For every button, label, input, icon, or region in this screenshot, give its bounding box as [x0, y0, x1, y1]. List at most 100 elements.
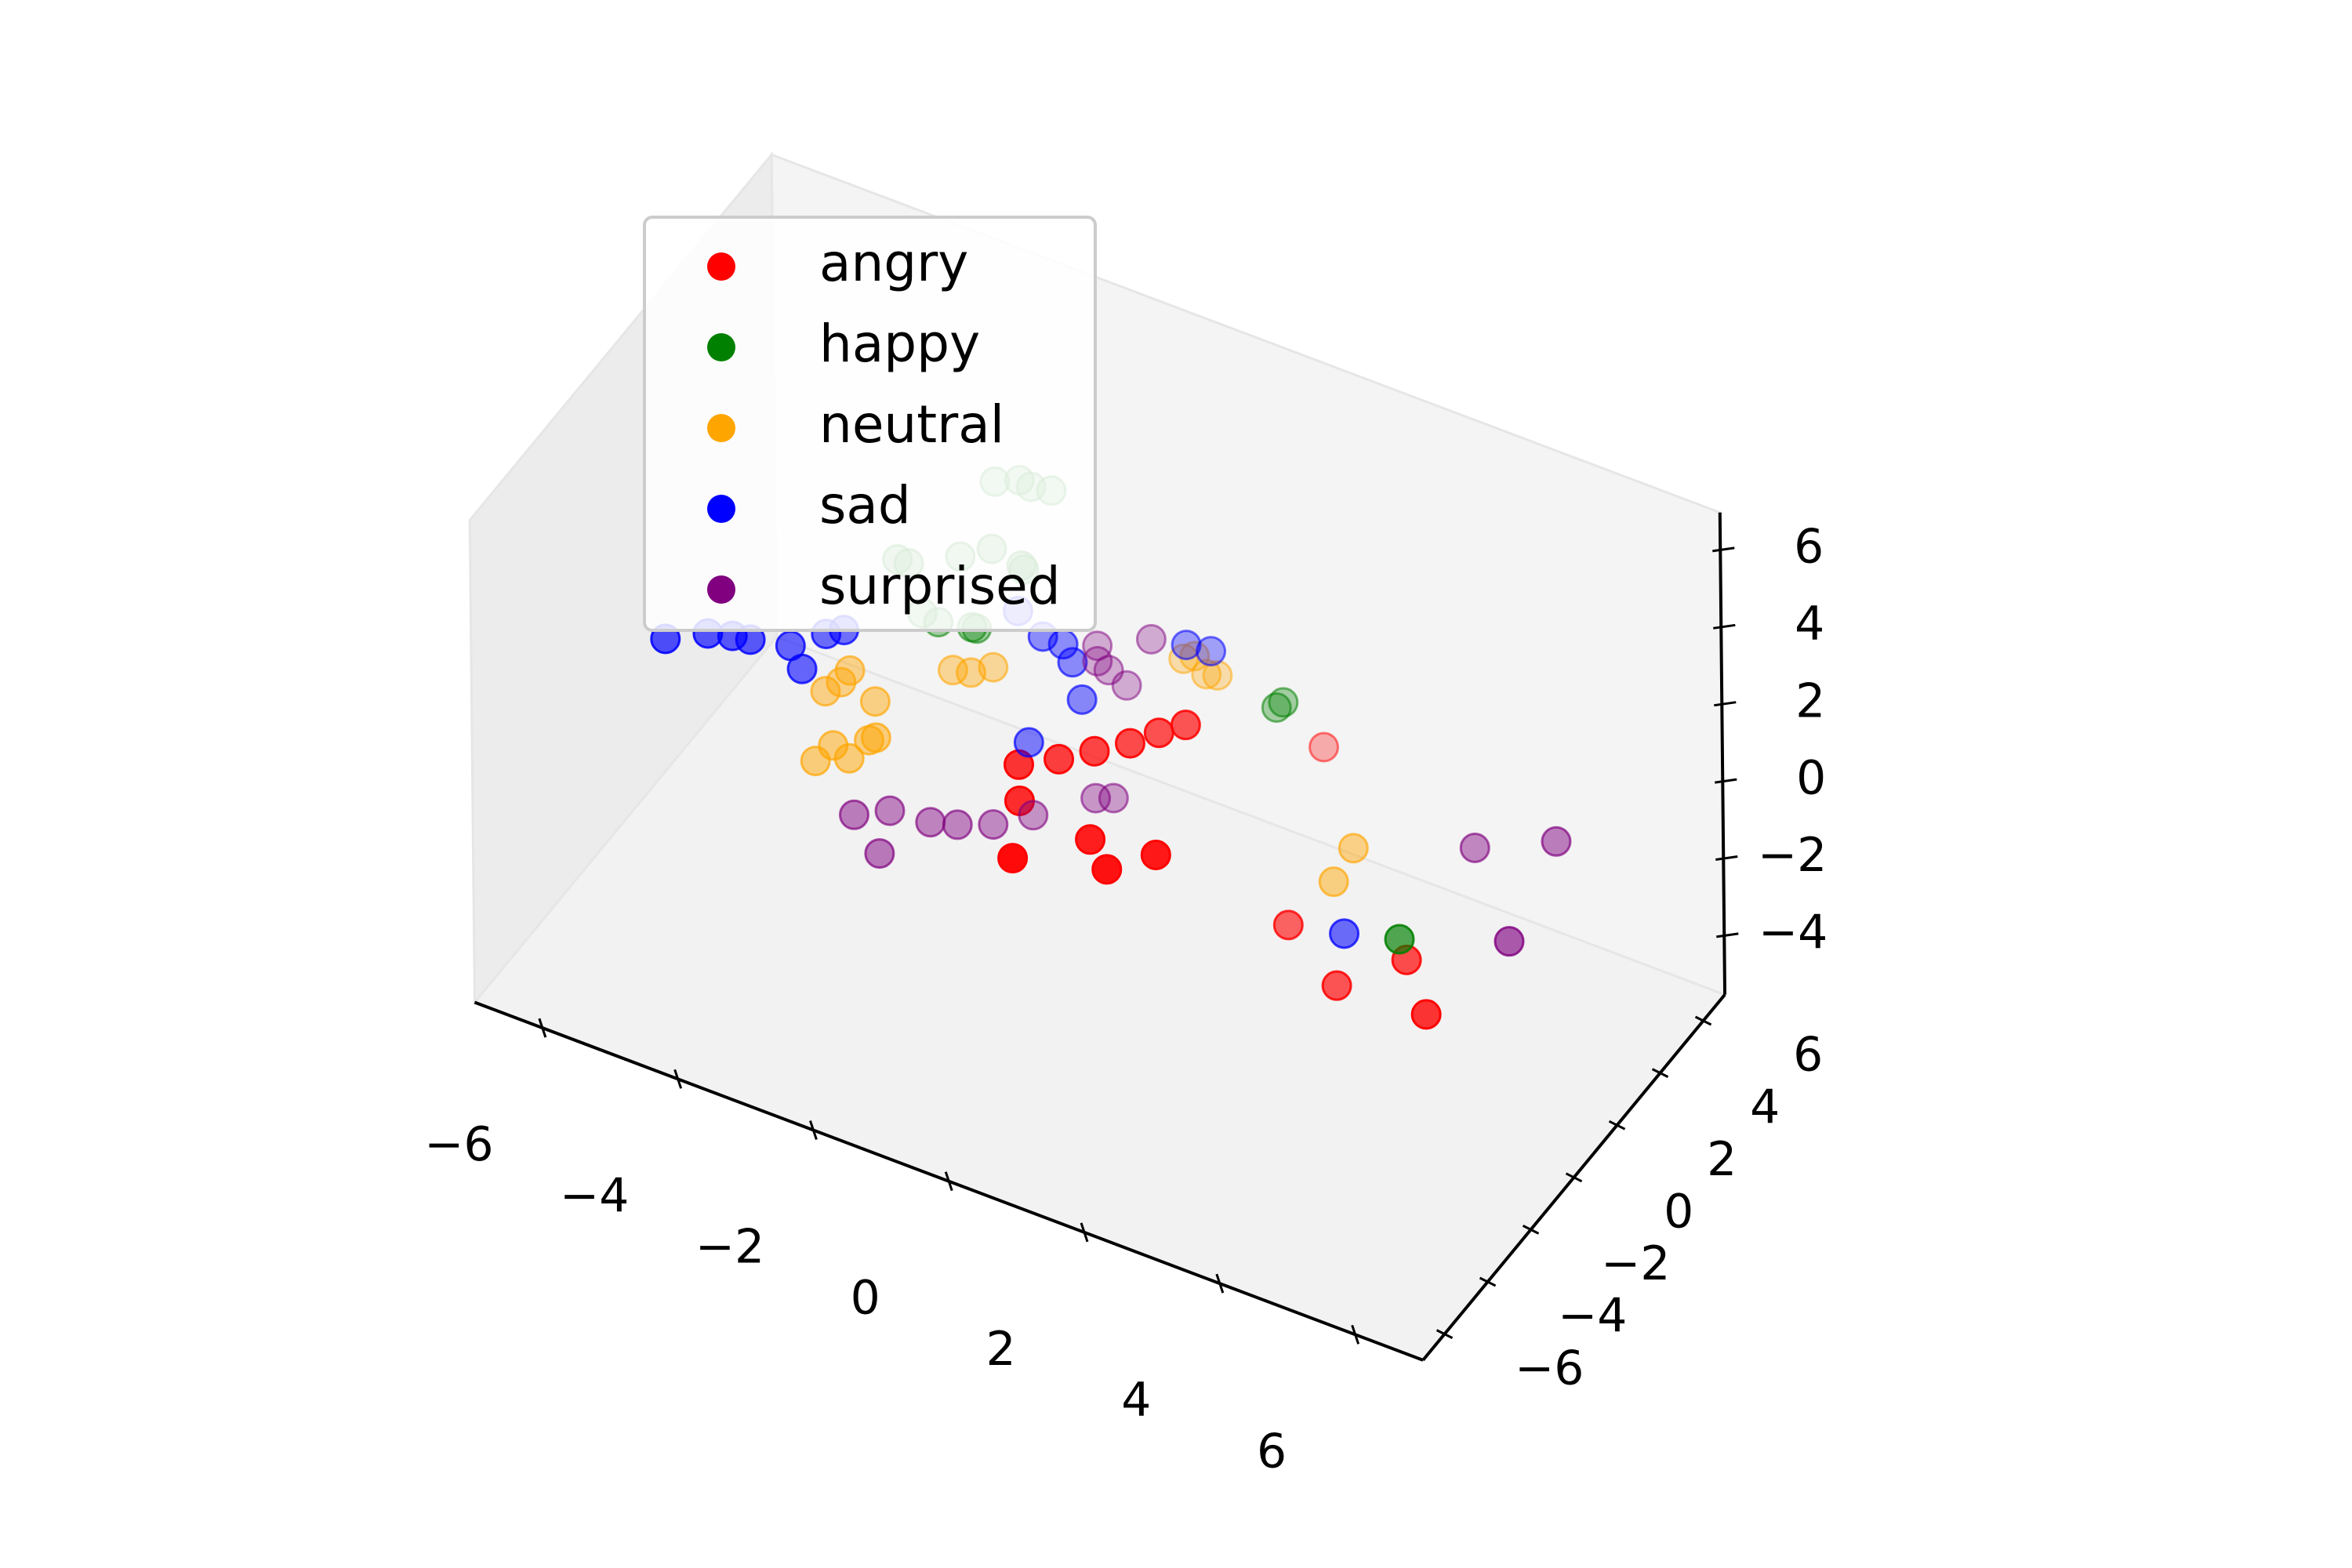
sad-point: [1196, 636, 1227, 667]
surprised-point: [1541, 826, 1572, 857]
y-tick: [1436, 1329, 1454, 1339]
neutral-point: [1318, 866, 1349, 898]
z-tick: [1713, 623, 1736, 630]
neutral-point: [860, 722, 891, 753]
angry-point: [997, 843, 1029, 874]
legend-label-surprised: surprised: [819, 556, 1061, 616]
neutral-point: [1338, 833, 1369, 864]
sad-point: [1013, 727, 1044, 758]
y-tick: [1651, 1068, 1669, 1078]
sad-point: [1057, 647, 1088, 678]
x-tick-label: 2: [985, 1322, 1015, 1377]
surprised-point: [864, 838, 895, 869]
y-tick-label: −2: [1601, 1236, 1670, 1291]
legend-label-happy: happy: [819, 314, 980, 374]
sad-point: [1329, 918, 1360, 949]
legend-label-neutral: neutral: [819, 394, 1004, 455]
x-tick: [809, 1120, 818, 1140]
neutral-point: [1191, 659, 1222, 690]
x-tick: [538, 1018, 547, 1038]
y-tick: [1694, 1015, 1712, 1026]
x-tick: [673, 1069, 683, 1089]
surprised-point: [1018, 800, 1049, 831]
neutral-point: [833, 742, 865, 774]
z-tick: [1716, 932, 1739, 938]
surprised-point: [1459, 832, 1490, 863]
z-tick-label: −2: [1758, 828, 1827, 883]
x-tick: [1215, 1273, 1225, 1294]
angry-point: [1079, 735, 1110, 767]
angry-point: [1075, 824, 1106, 855]
happy-point: [1268, 687, 1299, 718]
legend: angry happy neutral sad surprised: [643, 216, 1097, 632]
x-tick: [1351, 1324, 1360, 1345]
angry-point: [1272, 909, 1304, 941]
surprised-point: [978, 809, 1009, 840]
legend-frame: [643, 216, 1097, 632]
z-tick: [1714, 701, 1737, 707]
angry-point: [1140, 839, 1171, 870]
z-tick-label: 0: [1796, 751, 1826, 806]
surprised-point: [942, 809, 973, 840]
angry-point: [1044, 743, 1075, 775]
legend-items: angry happy neutral sad surprised: [707, 233, 1061, 616]
angry-point: [1321, 970, 1352, 1001]
legend-marker-sad: [707, 495, 735, 523]
z-tick: [1715, 855, 1738, 861]
series-neutral: [800, 641, 1369, 898]
sad-point: [1066, 684, 1098, 715]
sad-point: [786, 653, 818, 684]
series-surprised: [839, 623, 1572, 957]
angry-point: [1170, 710, 1201, 741]
surprised-point: [874, 795, 906, 826]
y-tick-label: 6: [1793, 1028, 1823, 1083]
x-tick: [1080, 1222, 1089, 1243]
angry-point: [1143, 717, 1174, 749]
y-tick-label: −4: [1558, 1289, 1627, 1344]
z-tick-label: 4: [1795, 597, 1824, 652]
y-tick: [1565, 1172, 1583, 1183]
legend-marker-happy: [707, 333, 735, 361]
angry-point: [1004, 749, 1034, 780]
x-tick-label: 6: [1257, 1424, 1287, 1479]
surprised-point: [839, 799, 869, 830]
surprised-point: [1494, 926, 1525, 957]
legend-marker-angry: [707, 252, 735, 281]
z-axis-line: [1718, 512, 1727, 995]
x-tick-label: 4: [1121, 1373, 1151, 1428]
y-tick: [1479, 1276, 1497, 1287]
angry-point: [1091, 854, 1123, 885]
y-tick-label: 4: [1750, 1080, 1780, 1134]
sad-point: [1171, 630, 1202, 661]
legend-marker-surprised: [707, 575, 735, 604]
neutral-point: [1202, 660, 1233, 691]
x-tick-label: 0: [851, 1271, 880, 1326]
neutral-point: [810, 676, 841, 707]
y-tick-label: 2: [1707, 1132, 1737, 1187]
surprised-point: [1135, 623, 1167, 655]
z-tick-label: 2: [1795, 673, 1825, 728]
surprised-point: [1098, 782, 1129, 814]
y-tick-label: 0: [1664, 1185, 1693, 1240]
y-tick: [1608, 1120, 1626, 1131]
happy-point: [1384, 924, 1415, 955]
x-tick-label: −2: [695, 1220, 764, 1275]
surprised-point: [1111, 670, 1142, 701]
angry-point: [1114, 728, 1145, 759]
z-tick-label: −4: [1759, 905, 1828, 960]
z-tick: [1712, 546, 1735, 553]
legend-marker-neutral: [707, 414, 735, 442]
legend-label-angry: angry: [819, 233, 968, 293]
neutral-point: [978, 652, 1009, 683]
legend-label-sad: sad: [819, 475, 911, 535]
angry-point: [1410, 999, 1442, 1030]
z-tick-label: 6: [1794, 519, 1824, 574]
surprised-point: [915, 807, 946, 838]
x-tick-label: −4: [560, 1168, 629, 1223]
y-tick-label: −6: [1515, 1341, 1584, 1396]
x-tick: [944, 1171, 953, 1192]
angry-point: [1308, 731, 1340, 763]
z-tick: [1715, 778, 1737, 784]
